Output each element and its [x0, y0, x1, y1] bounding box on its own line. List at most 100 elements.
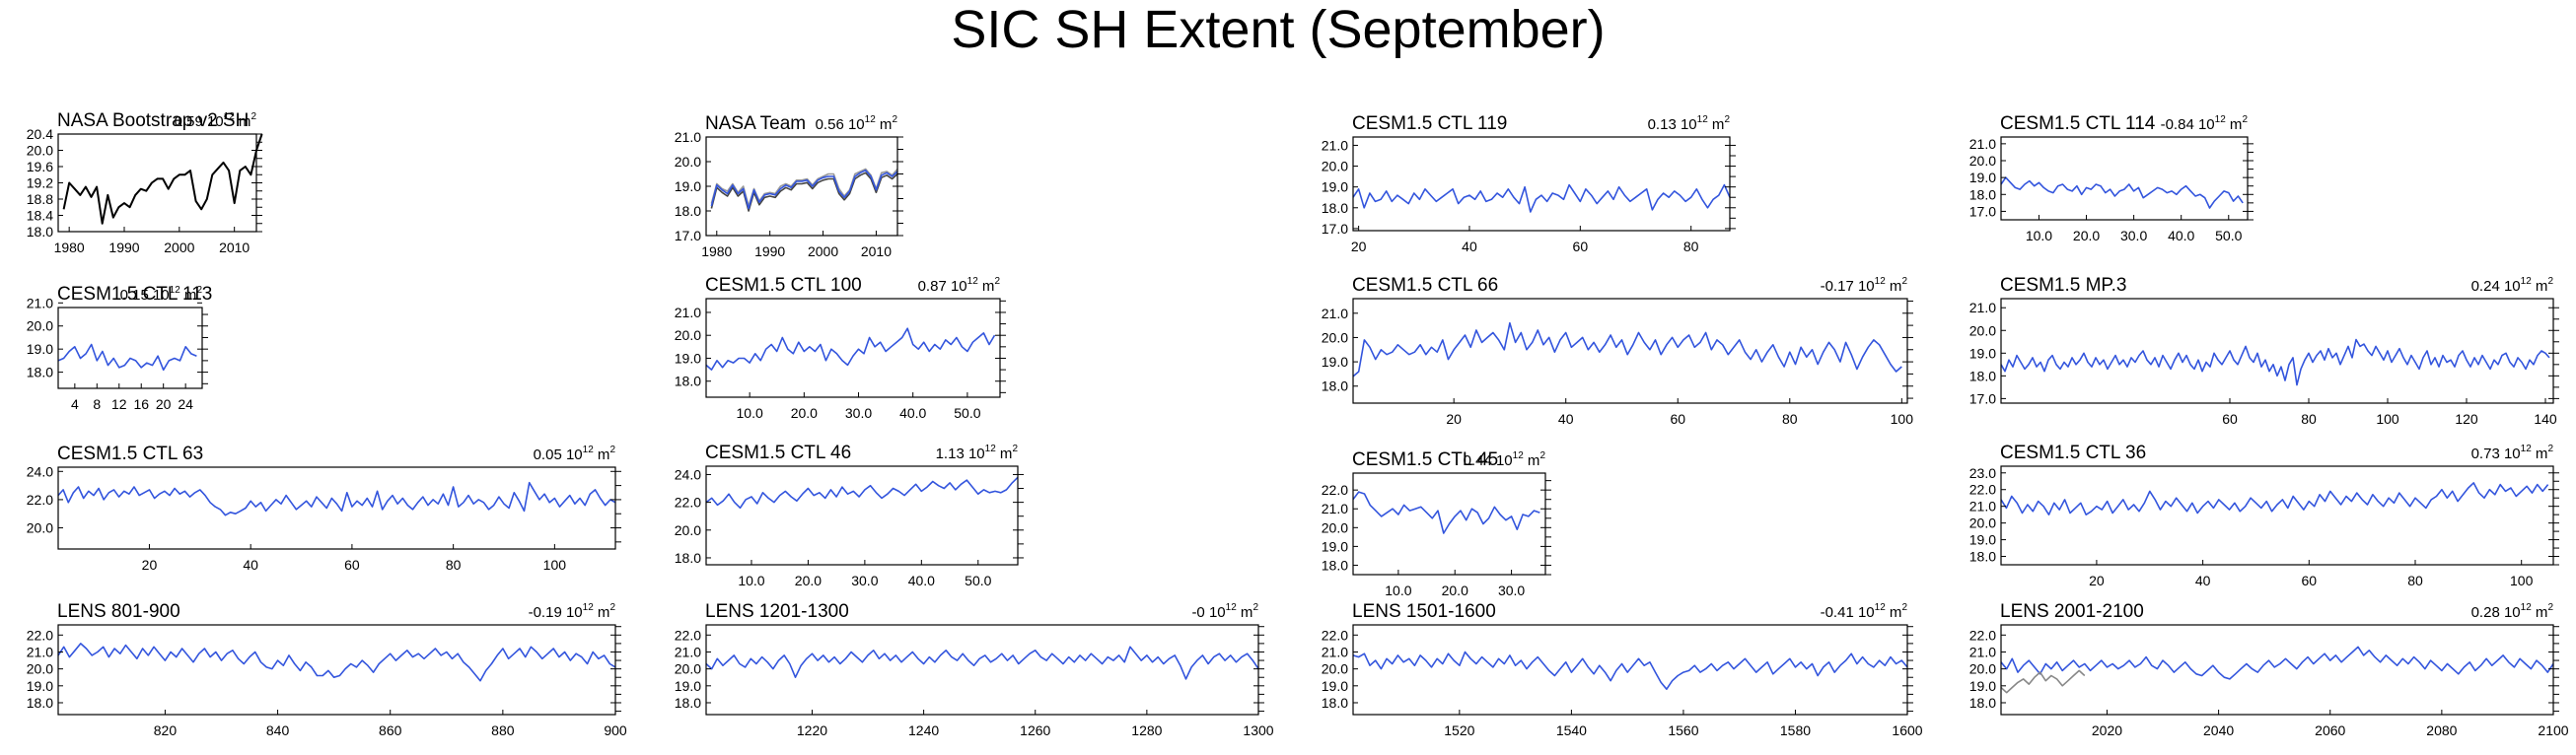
trend-label: 1.13 1012 m2	[936, 444, 1019, 462]
y-tick-label: 21.0	[1322, 137, 1348, 153]
x-tick-label: 60	[2222, 411, 2238, 427]
series-line	[1352, 491, 1540, 534]
chart-panel-16: 18.019.020.0 21.022.0 2020 2040 2060 2080 2100…	[1969, 601, 2569, 738]
plot-frame	[1352, 624, 1908, 716]
series-line	[710, 170, 898, 210]
plot-frame	[57, 624, 616, 716]
y-tick-label: 24.0	[27, 463, 53, 479]
chart-panel-9: 20.0 22.0 24.0 20 40 60 80 100 CESM1.5 CTL 63 0.0…	[27, 444, 621, 573]
y-tick-label: 22.0	[675, 495, 701, 511]
x-tick-label: 30.0	[845, 405, 872, 421]
x-tick-label: 40.0	[2168, 228, 2194, 243]
y-tick-label: 24.0	[675, 466, 701, 482]
trend-label: 0.05 1012 m2	[534, 445, 616, 463]
x-tick-label: 1540	[1556, 722, 1587, 738]
chart-panel-5: 18.0 19.0 20.0 21.0 4 8 12 16 20 24 CESM1.5 CTL 11…	[27, 284, 213, 412]
chart-panel-2: 17.0 18.0 19.0 20.0 21.0 1980 1990 2000 2010 NASA…	[675, 113, 903, 259]
figure-title: SIC SH Extent (September)	[951, 0, 1605, 59]
y-tick-label: 21.0	[1322, 501, 1348, 516]
y-tick-label: 20.0	[27, 318, 53, 334]
y-tick-label: 20.4	[27, 126, 53, 142]
y-tick-label: 20.0	[1322, 519, 1348, 535]
y-tick-label: 20.0	[675, 522, 701, 538]
y-tick-label: 18.0	[1969, 186, 1996, 202]
x-tick-label: 2100	[2538, 722, 2568, 738]
x-tick-label: 1220	[797, 722, 827, 738]
panel-title: CESM1.5 MP.3	[2000, 275, 2126, 296]
x-tick-label: 100	[543, 557, 567, 573]
panel-title: CESM1.5 CTL 36	[2000, 443, 2146, 463]
x-tick-label: 20.0	[2073, 228, 2100, 243]
y-tick-label: 19.0	[27, 341, 53, 357]
x-tick-label: 900	[604, 722, 627, 738]
y-tick-label: 20.0	[1969, 153, 1996, 169]
x-tick-label: 1520	[1444, 722, 1474, 738]
y-tick-label: 18.0	[27, 695, 53, 711]
x-tick-label: 10.0	[738, 573, 764, 588]
y-tick-label: 18.0	[27, 224, 53, 240]
chart-panel-11: 18.0 19.0 20.0 21.0 22.0 10.0 20.0 30.0 CESM1.5 …	[1322, 449, 1551, 598]
panel-title: CESM1.5 CTL 114	[2000, 113, 2156, 134]
y-tick-label: 19.0	[1969, 678, 1996, 694]
panel-title: CESM1.5 CTL 45	[1352, 449, 1498, 470]
y-tick-label: 19.0	[675, 178, 701, 194]
trend-label: 0.15 1012 m2	[120, 285, 203, 304]
x-tick-label: 1990	[108, 240, 139, 255]
series-line	[62, 133, 263, 225]
y-tick-label: 18.0	[1322, 200, 1348, 216]
y-tick-label: 22.0	[27, 627, 53, 643]
series-line	[57, 343, 197, 372]
trend-label: -0.84 1012 m2	[2161, 114, 2249, 133]
trend-label: -0.41 1012 m2	[1821, 602, 1908, 621]
panel-title: LENS 1501-1600	[1352, 601, 1496, 622]
trend-label: -0.17 1012 m2	[1821, 276, 1908, 295]
x-tick-label: 880	[491, 722, 515, 738]
y-tick-label: 22.0	[1969, 627, 1996, 643]
y-tick-label: 21.0	[675, 644, 701, 659]
x-tick-label: 860	[379, 722, 402, 738]
x-tick-label: 10.0	[1385, 583, 1411, 598]
chart-panel-15: 18.019.020.0 21.022.0 1520 1540 1560 1580 1600…	[1322, 601, 1923, 738]
y-tick-label: 19.0	[1322, 538, 1348, 554]
x-tick-label: 840	[266, 722, 290, 738]
x-tick-label: 2020	[2092, 722, 2122, 738]
y-tick-label: 18.0	[675, 550, 701, 566]
chart-panel-8: 17.0 18.0 19.0 20.0 21.0 60 80 100 120 140 CESM1.5…	[1969, 275, 2559, 427]
x-tick-label: 10.0	[737, 405, 763, 421]
x-tick-label: 4	[71, 396, 79, 412]
y-tick-label: 18.8	[27, 191, 53, 207]
x-tick-label: 1980	[54, 240, 85, 255]
y-tick-label: 20.0	[1322, 329, 1348, 345]
chart-panel-14: 18.019.020.0 21.022.0 1220 1240 1260 1280 1300…	[675, 601, 1274, 738]
x-tick-label: 100	[1891, 411, 1914, 427]
panel-title: CESM1.5 CTL 63	[57, 444, 203, 464]
panel-title: CESM1.5 CTL 100	[705, 275, 862, 296]
trend-label: 0.24 1012 m2	[2471, 276, 2554, 295]
x-tick-label: 1980	[701, 243, 732, 259]
y-tick-label: 17.0	[675, 228, 701, 243]
y-tick-label: 22.0	[1969, 482, 1996, 498]
x-tick-label: 80	[446, 557, 462, 573]
y-tick-label: 23.0	[1969, 465, 1996, 481]
trend-label: 0.59 1012 m2	[175, 111, 257, 130]
x-tick-label: 8	[93, 396, 101, 412]
y-tick-label: 20.0	[675, 661, 701, 677]
panel-title: NASA Bootstrap v2 SH	[57, 110, 249, 131]
x-tick-label: 2080	[2426, 722, 2457, 738]
trend-label: 0.56 1012 m2	[816, 114, 898, 133]
x-tick-label: 80	[1782, 411, 1798, 427]
panel-title: CESM1.5 CTL 66	[1352, 275, 1498, 296]
y-tick-label: 18.0	[675, 695, 701, 711]
plot-frame	[705, 298, 1001, 398]
x-tick-label: 60	[344, 557, 360, 573]
series-line	[705, 646, 1259, 680]
trend-label: 0.13 1012 m2	[1648, 114, 1731, 133]
y-tick-label: 22.0	[1322, 482, 1348, 498]
x-tick-label: 80	[2407, 573, 2423, 588]
y-tick-label: 21.0	[675, 305, 701, 320]
chart-panel-3: 17.0 18.0 19.0 20.0 21.0 20 40 60 80 CESM1.5 CTL …	[1322, 113, 1736, 254]
y-tick-label: 19.0	[675, 350, 701, 366]
x-tick-label: 2010	[861, 243, 892, 259]
